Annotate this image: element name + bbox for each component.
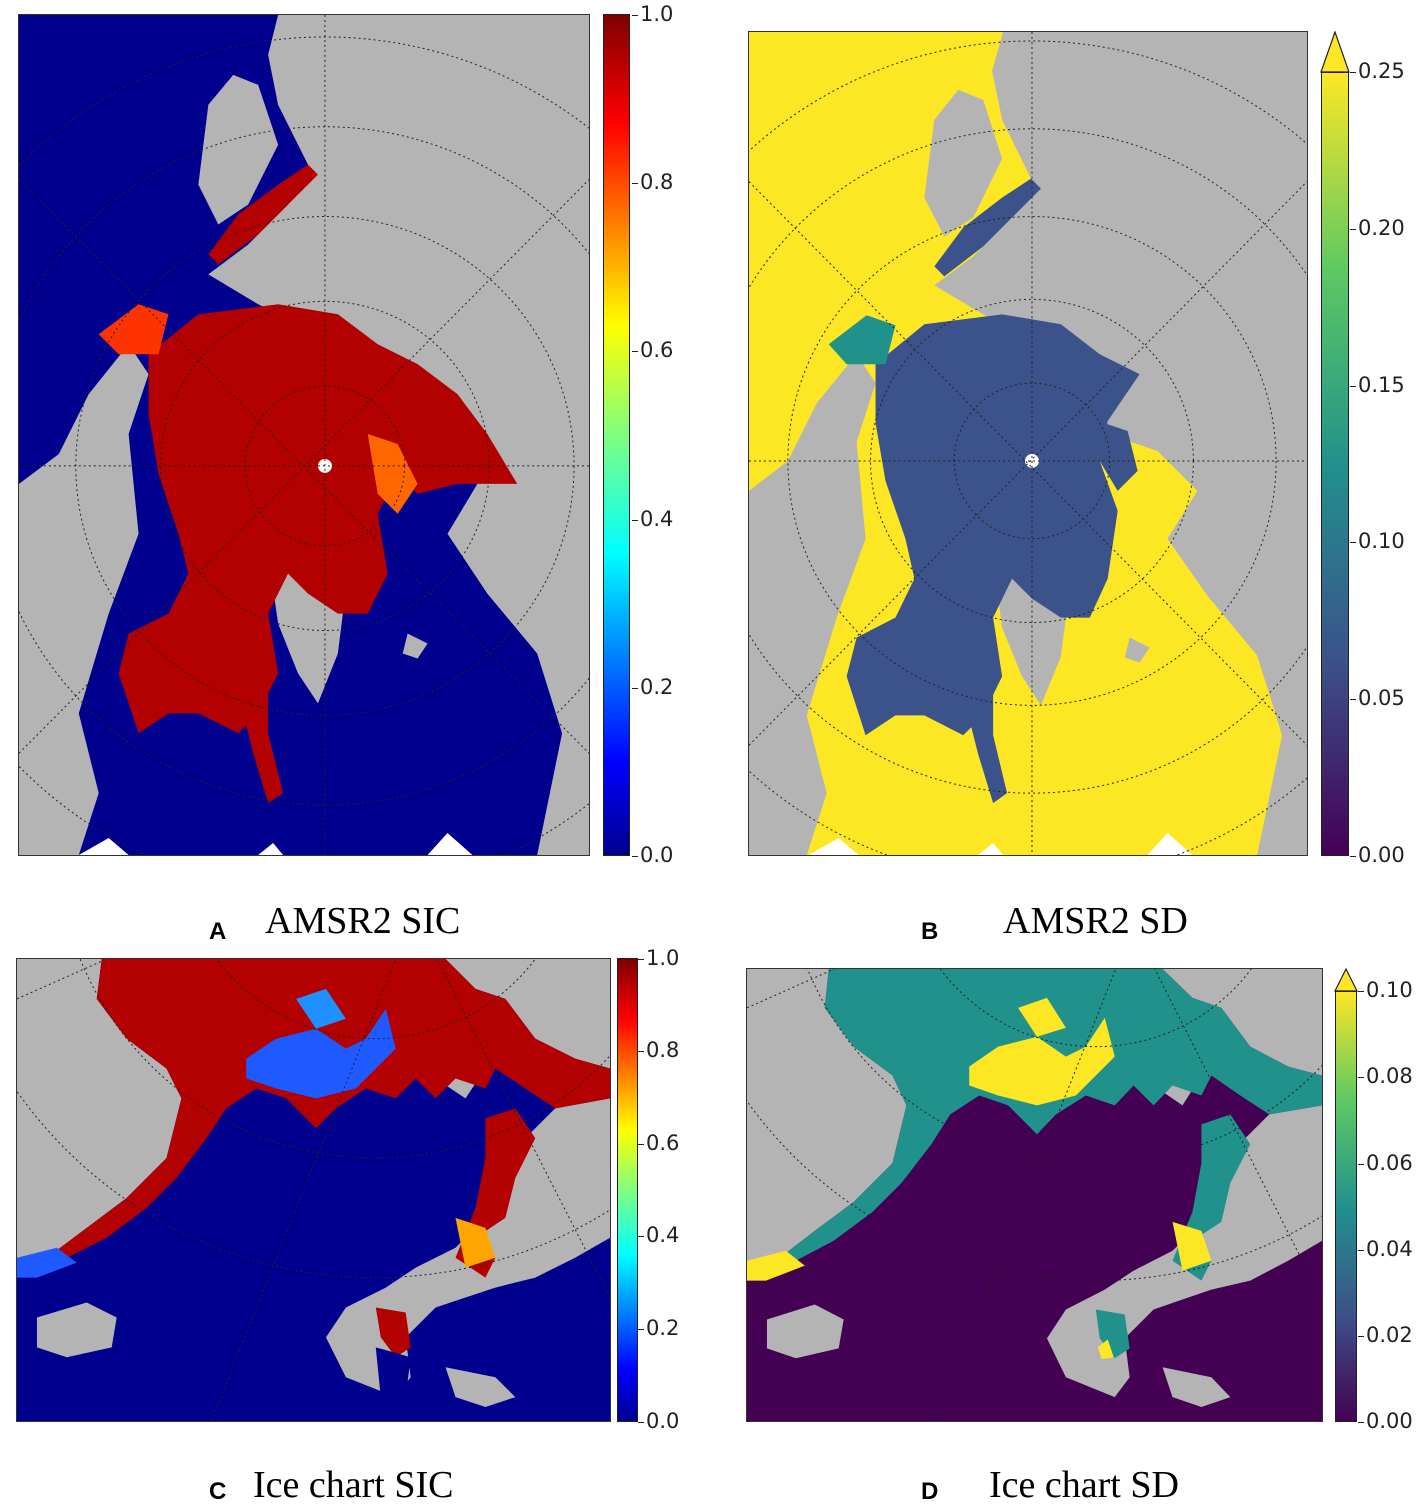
colorbar-a-tick: 0.2 bbox=[631, 675, 674, 699]
caption-d-letter: D bbox=[921, 1478, 939, 1505]
map-ice-chart-sd bbox=[746, 968, 1323, 1422]
colorbar-d-tick: 0.08 bbox=[1358, 1064, 1413, 1088]
colorbar-d-tick: 0.06 bbox=[1358, 1151, 1413, 1175]
colorbar-b-tick: 0.10 bbox=[1350, 529, 1405, 553]
colorbar-b-tick: 0.15 bbox=[1350, 373, 1405, 397]
caption-a-letter: A bbox=[209, 918, 227, 945]
colorbar-a bbox=[603, 14, 630, 856]
colorbar-d bbox=[1335, 991, 1357, 1422]
colorbar-b-tick: 0.20 bbox=[1350, 216, 1405, 240]
caption-b-title: AMSR2 SD bbox=[1003, 900, 1188, 942]
polar-map-b bbox=[749, 32, 1307, 855]
caption-c-letter: C bbox=[209, 1478, 227, 1505]
caption-a-title: AMSR2 SIC bbox=[265, 900, 461, 942]
colorbar-d-tick: 0.10 bbox=[1358, 978, 1413, 1002]
caption-c-title: Ice chart SIC bbox=[253, 1464, 454, 1506]
colorbar-a-tick: 0.6 bbox=[631, 338, 674, 362]
map-amsr2-sd bbox=[748, 31, 1308, 856]
polar-map-d bbox=[747, 969, 1322, 1421]
polar-map-c bbox=[17, 959, 610, 1421]
colorbar-c bbox=[617, 958, 638, 1422]
colorbar-b-tick: 0.25 bbox=[1350, 59, 1405, 83]
colorbar-c-tick: 0.8 bbox=[637, 1038, 680, 1062]
colorbar-c-tick: 0.6 bbox=[637, 1131, 680, 1155]
map-amsr2-sic bbox=[18, 14, 590, 856]
colorbar-b-extend-arrow bbox=[1320, 31, 1350, 73]
colorbar-c-tick: 0.2 bbox=[637, 1316, 680, 1340]
colorbar-d-tick: 0.02 bbox=[1358, 1323, 1413, 1347]
colorbar-c-tick: 0.0 bbox=[637, 1409, 680, 1433]
colorbar-a-tick: 0.4 bbox=[631, 507, 674, 531]
colorbar-d-tick: 0.00 bbox=[1358, 1409, 1413, 1433]
colorbar-c-tick: 1.0 bbox=[637, 946, 680, 970]
colorbar-d-tick: 0.04 bbox=[1358, 1237, 1413, 1261]
polar-map-a bbox=[19, 15, 589, 855]
colorbar-b bbox=[1321, 72, 1349, 856]
colorbar-c-tick: 0.4 bbox=[637, 1223, 680, 1247]
colorbar-b-tick: 0.05 bbox=[1350, 686, 1405, 710]
colorbar-a-tick: 1.0 bbox=[631, 2, 674, 26]
colorbar-d-extend-arrow bbox=[1334, 968, 1358, 992]
colorbar-b-tick: 0.00 bbox=[1350, 843, 1405, 867]
map-ice-chart-sic bbox=[16, 958, 611, 1422]
colorbar-a-tick: 0.0 bbox=[631, 843, 674, 867]
caption-b-letter: B bbox=[921, 918, 939, 945]
caption-d-title: Ice chart SD bbox=[989, 1464, 1179, 1506]
colorbar-a-tick: 0.8 bbox=[631, 170, 674, 194]
